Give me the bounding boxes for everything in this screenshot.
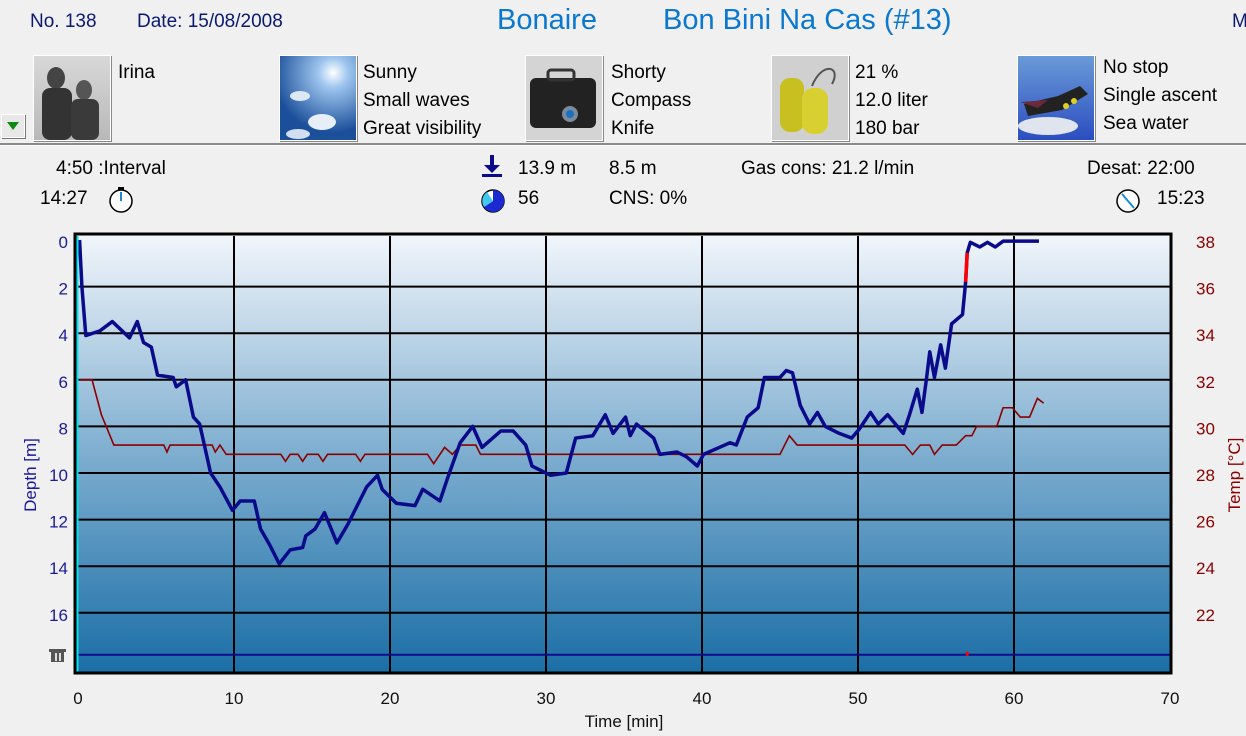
- tank-volume: 12.0 liter: [855, 90, 928, 111]
- x-tick-label: 50: [849, 689, 868, 708]
- y-tick-label: 6: [59, 373, 68, 392]
- buddy-photo-icon[interactable]: [33, 55, 111, 141]
- y2-tick-label: 28: [1196, 466, 1215, 485]
- dive-number: No. 138: [30, 11, 97, 32]
- x-tick-label: 30: [537, 689, 556, 708]
- ascent-text: Single ascent: [1103, 85, 1218, 106]
- x-tick-label: 60: [1005, 689, 1024, 708]
- oxygen-percent: 21 %: [855, 62, 899, 83]
- y2-tick-label: 38: [1196, 233, 1215, 252]
- tank-pressure: 180 bar: [855, 118, 920, 139]
- y2-tick-label: 34: [1196, 326, 1215, 345]
- y-tick-label: 12: [49, 513, 68, 532]
- x-tick-label: 10: [225, 689, 244, 708]
- dive-date: Date: 15/08/2008: [137, 11, 283, 32]
- entry-clock-icon: [109, 187, 133, 213]
- deco-text: No stop: [1103, 57, 1169, 78]
- y2-tick-label: 24: [1196, 559, 1215, 578]
- equipment-bag-photo-icon[interactable]: [525, 55, 603, 141]
- buddy-info: Irina: [118, 59, 155, 87]
- exit-clock-icon: [1116, 189, 1140, 213]
- visibility-text: Great visibility: [363, 118, 482, 139]
- waves-text: Small waves: [363, 90, 470, 111]
- truncated-header-text: M: [1232, 11, 1246, 32]
- y-axis-label: Depth [m]: [21, 438, 40, 512]
- deco-marker-icon: [49, 649, 66, 662]
- y-tick-label: 8: [59, 419, 68, 438]
- y2-tick-label: 26: [1196, 513, 1215, 532]
- weather-text: Sunny: [363, 62, 417, 83]
- cns-value: CNS: 0%: [609, 188, 688, 209]
- diver-photo-icon[interactable]: [1017, 55, 1095, 141]
- y-tick-label: 0: [59, 233, 68, 252]
- suit-text: Shorty: [611, 62, 666, 83]
- header-separator: [0, 143, 1246, 146]
- entry-time: 14:27: [40, 188, 88, 209]
- y-tick-label: 2: [59, 280, 68, 299]
- dive-site: Bon Bini Na Cas (#13): [663, 4, 952, 36]
- weather-sky-photo-icon[interactable]: [279, 55, 357, 141]
- ascent-warning-segment: [963, 252, 969, 283]
- y2-tick-label: 22: [1196, 606, 1215, 625]
- surface-interval: 4:50 :Interval: [56, 158, 166, 179]
- x-tick-label: 70: [1161, 689, 1180, 708]
- depth-profile-line: [77, 239, 1039, 566]
- plot-background: [75, 234, 1171, 673]
- conditions-info: Sunny Small waves Great visibility: [363, 59, 481, 143]
- temperature-line: [79, 378, 1045, 466]
- gear-text-2: Knife: [611, 118, 655, 139]
- dive-duration: 56: [518, 188, 540, 209]
- exit-time: 15:23: [1157, 188, 1205, 209]
- x-tick-label: 0: [73, 689, 82, 708]
- max-depth-icon: [482, 155, 502, 177]
- x-tick-label: 40: [693, 689, 712, 708]
- buddy-name: Irina: [118, 62, 155, 83]
- x-tick-label: 20: [381, 689, 400, 708]
- avg-depth: 8.5 m: [609, 158, 657, 179]
- dropdown-toggle-button[interactable]: [1, 114, 25, 138]
- gear-text-1: Compass: [611, 90, 692, 111]
- gas-tanks-photo-icon[interactable]: [771, 55, 849, 141]
- y-tick-label: 10: [49, 466, 68, 485]
- y-tick-label: 16: [49, 606, 68, 625]
- y2-axis-label: Temp [°C]: [1225, 438, 1244, 513]
- dive-location: Bonaire: [497, 4, 597, 36]
- ascent-warning-marker: [965, 651, 969, 656]
- y-tick-label: 4: [59, 326, 68, 345]
- plot-frame: [73, 232, 1173, 675]
- y2-tick-label: 32: [1196, 373, 1215, 392]
- water-text: Sea water: [1103, 113, 1189, 134]
- gas-consumption: Gas cons: 21.2 l/min: [741, 158, 915, 179]
- gas-info: 21 % 12.0 liter 180 bar: [855, 59, 928, 143]
- desaturation-time: Desat: 22:00: [1087, 158, 1195, 179]
- max-depth: 13.9 m: [518, 158, 577, 179]
- y2-tick-label: 30: [1196, 419, 1215, 438]
- dive-type-info: No stop Single ascent Sea water: [1103, 54, 1217, 138]
- x-axis-label: Time [min]: [585, 712, 664, 731]
- y-tick-label: 14: [49, 559, 68, 578]
- dive-duration-icon: [481, 189, 505, 213]
- y2-tick-label: 36: [1196, 280, 1215, 299]
- equipment-info: Shorty Compass Knife: [611, 59, 691, 143]
